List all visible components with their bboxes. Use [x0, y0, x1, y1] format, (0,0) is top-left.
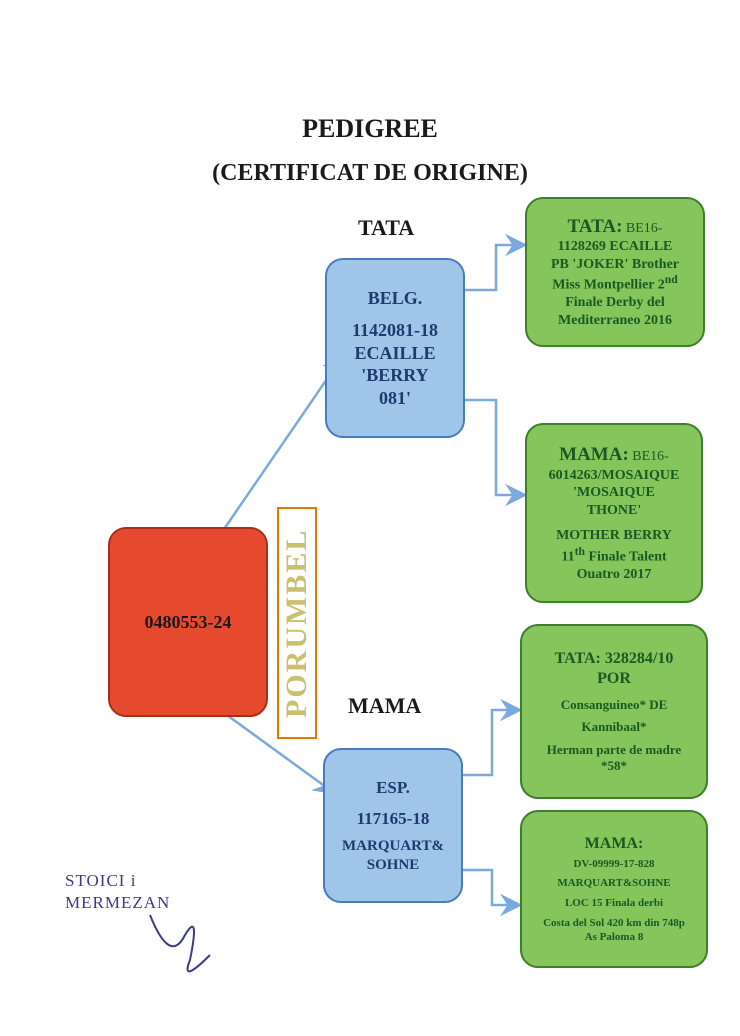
father-l1: ECAILLE — [354, 342, 435, 365]
vertical-porumbel-label: PORUMBEL — [277, 507, 317, 739]
mother-ring: 117165-18 — [357, 808, 430, 829]
mother-box: ESP. 117165-18 MARQUART& SOHNE — [323, 748, 463, 903]
gp-ff-title-after: BE16- — [622, 221, 662, 236]
pigeon-id: 0480553-24 — [145, 611, 232, 634]
signature-scribble — [130, 905, 240, 985]
father-l3: 081' — [379, 387, 411, 410]
gp-ff-title: TATA: BE16- — [568, 215, 663, 239]
gp-mm-l2: MARQUART&SOHNE — [557, 877, 670, 891]
page-title-line2: (CERTIFICAT DE ORIGINE) — [0, 160, 740, 187]
gp-fm-l5b: Finale Talent — [585, 549, 667, 564]
gp-mf-l3: Herman parte de madre — [547, 742, 681, 758]
gp-ff-l1: 1128269 ECAILLE — [558, 238, 673, 256]
gp-mf-l0: POR — [597, 669, 631, 689]
gp-ff-l3: Miss Montpellier 2nd — [552, 273, 677, 294]
gp-ff-title-strong: TATA: — [568, 216, 623, 237]
gp-ff-l3-sup: nd — [665, 273, 678, 286]
gp-mf-box: TATA: 328284/10 POR Consanguineo* DE Kan… — [520, 624, 708, 799]
gp-fm-l5-sup: th — [575, 545, 585, 558]
gp-fm-title: MAMA: BE16- — [559, 443, 669, 467]
gp-mm-l1: DV-09999-17-828 — [573, 858, 654, 872]
gp-fm-l6: Ouatro 2017 — [577, 566, 652, 584]
mother-l2: SOHNE — [367, 856, 420, 875]
gp-ff-l2: PB 'JOKER' Brother — [551, 256, 679, 274]
label-mama-text: MAMA — [348, 693, 421, 718]
gp-mf-l1: Consanguineo* DE — [561, 697, 668, 713]
vertical-porumbel-text: PORUMBEL — [280, 528, 314, 717]
label-mama: MAMA — [348, 693, 421, 719]
gp-ff-box: TATA: BE16- 1128269 ECAILLE PB 'JOKER' B… — [525, 197, 705, 347]
mother-country: ESP. — [376, 777, 410, 798]
gp-fm-l2: 'MOSAIQUE — [573, 484, 655, 502]
gp-mm-box: MAMA: DV-09999-17-828 MARQUART&SOHNE LOC… — [520, 810, 708, 968]
title1-text: PEDIGREE — [302, 114, 438, 143]
gp-mm-l3: LOC 15 Finala derbi — [565, 897, 663, 911]
father-box: BELG. 1142081-18 ECAILLE 'BERRY 081' — [325, 258, 465, 438]
title2-text: (CERTIFICAT DE ORIGINE) — [212, 160, 528, 186]
gp-mf-title: TATA: 328284/10 — [555, 649, 674, 669]
label-tata: TATA — [358, 215, 414, 241]
gp-fm-title-after: BE16- — [629, 449, 669, 464]
father-ring: 1142081-18 — [352, 319, 438, 342]
gp-fm-l5: 11th Finale Talent — [561, 545, 666, 566]
mother-l1: MARQUART& — [342, 837, 444, 856]
gp-ff-l4: Finale Derby del — [565, 294, 665, 312]
gp-fm-title-strong: MAMA: — [559, 444, 629, 465]
pigeon-box: 0480553-24 — [108, 527, 268, 717]
page-title-line1: PEDIGREE — [0, 114, 740, 144]
gp-fm-box: MAMA: BE16- 6014263/MOSAIQUE 'MOSAIQUE T… — [525, 423, 703, 603]
gp-mm-l4: Costa del Sol 420 km din 748p — [543, 917, 685, 931]
gp-ff-l5: Mediterraneo 2016 — [558, 312, 672, 330]
gp-fm-l1: 6014263/MOSAIQUE — [549, 467, 680, 485]
gp-mm-title: MAMA: — [585, 834, 644, 854]
gp-fm-l4: MOTHER BERRY — [556, 527, 672, 545]
gp-mf-l2: Kannibaal* — [581, 719, 646, 735]
gp-ff-l3-text: Miss Montpellier 2 — [552, 278, 665, 293]
handwriting-l1: STOICI i — [65, 870, 170, 892]
gp-mm-l5: As Paloma 8 — [585, 931, 644, 945]
gp-fm-l5a: 11 — [561, 549, 574, 564]
gp-fm-l3: THONE' — [587, 502, 641, 520]
gp-mf-l4: *58* — [601, 758, 627, 774]
label-tata-text: TATA — [358, 215, 414, 240]
father-country: BELG. — [368, 287, 423, 310]
father-l2: 'BERRY — [361, 364, 428, 387]
